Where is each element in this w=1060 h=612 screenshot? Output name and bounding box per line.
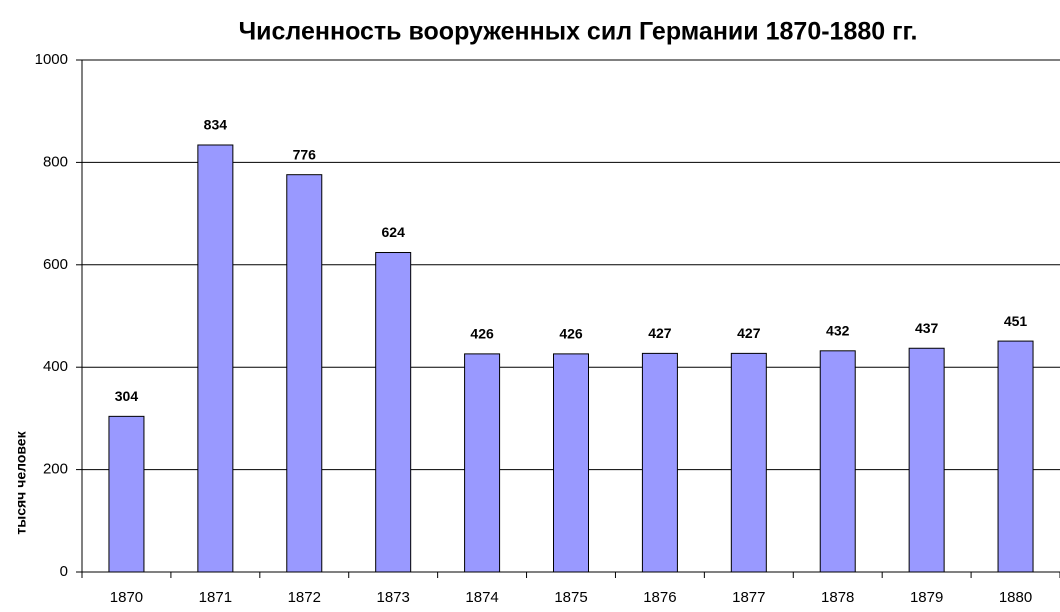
x-tick-label: 1870: [110, 589, 143, 606]
data-label: 426: [559, 326, 583, 342]
x-tick-label: 1879: [910, 589, 943, 606]
y-tick-label: 0: [60, 563, 68, 580]
y-tick-label: 400: [43, 358, 68, 375]
bar: [108, 415, 145, 573]
y-tick-label: 200: [43, 461, 68, 478]
x-tick-label: 1875: [554, 589, 587, 606]
data-label: 437: [915, 320, 939, 336]
bar: [819, 350, 856, 573]
data-label: 776: [293, 146, 317, 162]
x-tick-label: 1872: [288, 589, 321, 606]
x-tick-label: 1873: [376, 589, 409, 606]
y-axis-label: тысяч человек: [13, 430, 29, 534]
bar: [730, 352, 767, 573]
bar: [908, 347, 945, 573]
data-label: 624: [382, 224, 406, 240]
x-tick-label: 1880: [999, 589, 1032, 606]
data-label: 427: [737, 325, 761, 341]
bar: [375, 252, 412, 573]
x-tick-label: 1874: [465, 589, 498, 606]
bar: [286, 174, 323, 573]
y-tick-label: 600: [43, 256, 68, 273]
data-label: 451: [1004, 313, 1028, 329]
bar: [641, 352, 678, 573]
bar: [553, 353, 589, 573]
x-tick-label: 1876: [643, 589, 676, 606]
data-label: 304: [115, 388, 139, 404]
data-label: 834: [204, 117, 228, 133]
y-tick-label: 1000: [35, 51, 68, 68]
x-tick-label: 1878: [821, 589, 854, 606]
bar: [197, 144, 234, 573]
y-tick-label: 800: [43, 153, 68, 170]
data-label: 426: [470, 326, 494, 342]
bar: [464, 353, 501, 573]
chart-title: Численность вооруженных сил Германии 187…: [239, 18, 918, 46]
x-tick-label: 1871: [199, 589, 232, 606]
data-label: 432: [826, 323, 850, 339]
data-label: 427: [648, 325, 672, 341]
x-tick-label: 1877: [732, 589, 765, 606]
bar: [997, 340, 1034, 573]
